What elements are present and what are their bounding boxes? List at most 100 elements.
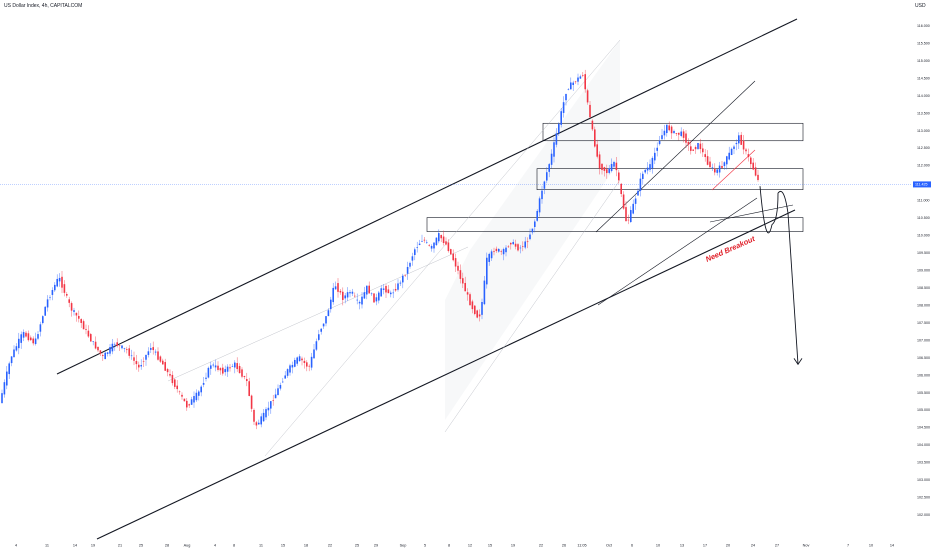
trendline-5 [167,246,469,382]
candle-body [438,233,440,242]
candle-body [543,181,546,189]
price-tick-label: 110.500 [917,216,930,220]
candle-body [697,143,699,149]
candle-body [632,203,634,214]
candle-body [488,253,490,262]
candle-body [190,399,193,405]
candle-body [596,144,598,157]
time-tick-label: 10 [869,544,873,548]
candle-body [690,146,692,151]
candle-body [430,246,433,249]
candle-body [75,312,78,316]
candle-body [373,293,375,303]
candle-body [313,349,315,359]
candle-body [270,401,272,409]
candle-body [567,89,570,90]
time-tick-label: 25 [139,544,143,548]
candle-body [56,278,58,287]
candle-body [598,154,601,169]
candle-body [459,270,462,279]
candle-body [757,174,759,181]
candle-body [579,76,582,79]
candle-body [704,154,706,158]
candle-body [351,291,354,294]
candle-body [159,356,162,362]
candle-body [27,333,30,341]
candle-body [591,120,594,130]
candle-body [229,367,231,369]
time-axis[interactable]: 4 11 14 19 21 25 28 Aug 4 8 11 15 18 22 25 29 Sep 5 8 12 15 1… [15,544,894,548]
candle-body [315,341,318,350]
time-tick-label: 11 [259,544,263,548]
candle-body [601,163,603,171]
time-tick-label: 21 [118,544,122,548]
candle-body [114,344,116,346]
candle-body [675,133,678,134]
candle-body [505,247,507,253]
candle-body [174,379,176,387]
candle-body [390,292,392,295]
candle-body [622,194,625,209]
candle-body [236,363,238,370]
price-axis[interactable]: 102.000 102.500 103.000 103.500 104.000 104.5… [912,0,932,550]
candle-body [195,392,198,401]
candle-body [548,164,550,172]
candle-body [666,124,668,134]
candle-body [728,152,730,160]
candle-body [140,365,142,367]
candle-body [606,169,608,174]
candle-body [3,382,6,395]
candle-body [63,284,66,293]
projection-arrowhead [793,358,803,366]
candle-body [649,164,651,170]
candle-body [546,172,548,181]
candle-body [164,362,166,371]
candle-body [642,173,644,179]
candle-body [226,366,229,372]
candle-body [428,245,430,246]
candle-body [404,274,406,276]
price-tick-label: 113.500 [917,111,930,115]
candle-body [745,149,747,152]
time-tick-label: 29 [374,544,378,548]
price-tick-label: 109.000 [917,269,930,273]
candle-body [294,359,296,367]
candle-body [538,198,541,213]
candle-body [584,74,586,90]
candle-body [10,356,13,364]
zones-layer [426,40,804,432]
candle-body [260,416,262,425]
projection-path [759,186,799,365]
time-tick-label: 12 [468,544,472,548]
candle-body [464,282,466,292]
candle-body [694,146,697,150]
candle-body [358,301,361,304]
candle-body [414,249,416,256]
candle-body [116,342,118,346]
candle-body [37,334,39,339]
candle-body [104,352,106,360]
price-axis-bg [912,0,932,550]
candle-body [385,285,387,293]
candle-body [222,367,224,374]
trendline-4 [444,179,621,433]
candle-body [90,334,92,342]
candle-body [531,228,534,233]
candle-body [238,366,241,374]
candle-body [325,316,327,324]
candle-body [646,167,649,171]
candle-body [128,348,130,356]
candle-body [750,157,752,165]
candle-body [178,391,181,393]
time-tick-label: 26 [562,544,566,548]
time-tick-label: 22 [328,544,332,548]
candle-body [740,134,742,145]
candle-body [39,324,42,332]
candle-body [524,241,526,248]
time-tick-label: Sep [400,544,407,548]
price-tick-label: 115.000 [917,59,930,63]
candle-body [121,345,123,349]
price-tick-label: 103.500 [917,461,930,465]
candle-body [507,246,510,248]
